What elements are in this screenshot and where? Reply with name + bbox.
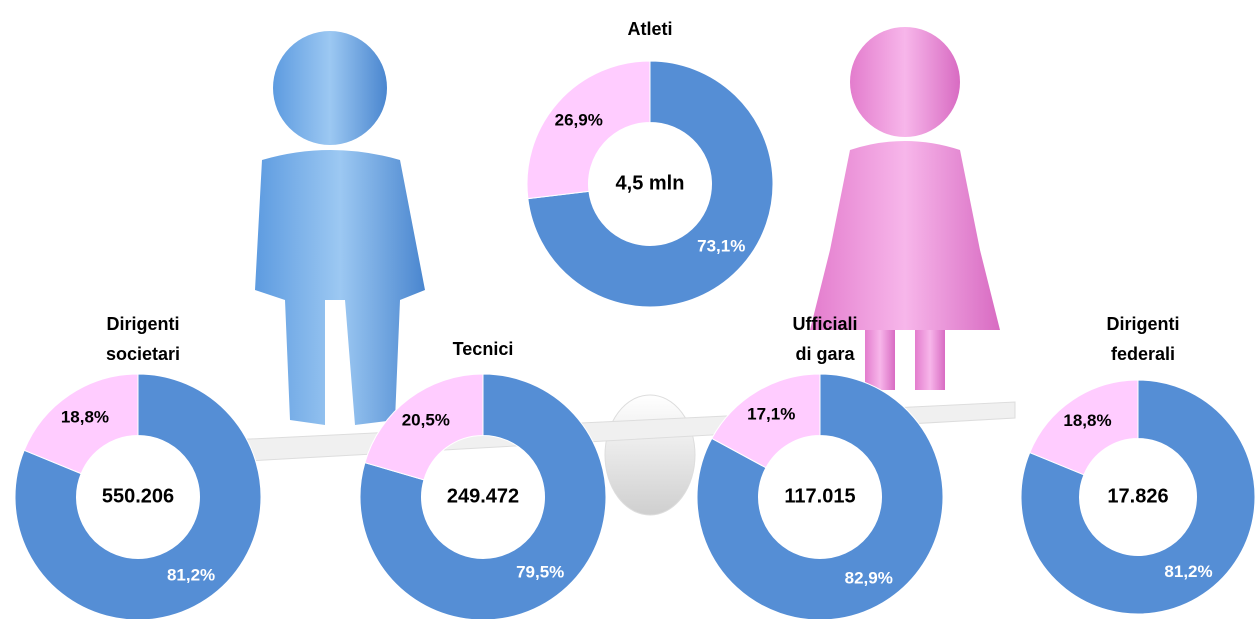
center-label: 117.015: [784, 485, 855, 507]
donut-slice: [696, 373, 944, 619]
donut-slice: [14, 373, 262, 619]
slice-label: 81,2%: [167, 566, 215, 585]
chart-title: federali: [1111, 344, 1175, 364]
donut-slice: [711, 373, 821, 469]
chart-title: Ufficiali: [792, 314, 857, 334]
slice-label: 17,1%: [747, 405, 795, 424]
slice-label: 20,5%: [402, 410, 450, 429]
center-label: 17.826: [1107, 485, 1168, 507]
slice-label: 18,8%: [1063, 411, 1111, 430]
donut-chart: 81,2% 18,8% 550.206 Dirigenti societari: [14, 314, 262, 619]
donut-chart: 79,5% 20,5% 249.472 Tecnici: [359, 339, 607, 619]
chart-title: di gara: [795, 344, 855, 364]
chart-title: Atleti: [628, 19, 673, 39]
donut-chart: 73,1% 26,9% 4,5 mln Atleti: [526, 19, 774, 308]
slice-label: 26,9%: [555, 110, 603, 129]
slice-label: 82,9%: [845, 568, 893, 587]
donut-slice: [526, 60, 651, 200]
center-label: 249.472: [447, 485, 519, 507]
donut-slice: [1029, 379, 1139, 476]
donut-slice: [364, 373, 484, 481]
center-label: 4,5 mln: [616, 172, 685, 194]
donut-chart: 81,2% 18,8% 17.826 Dirigenti federali: [1020, 314, 1255, 615]
chart-title: Dirigenti: [1106, 314, 1179, 334]
donut-slice: [23, 373, 139, 475]
donut-slice: [527, 60, 774, 308]
donut-slice: [1020, 379, 1255, 615]
slice-label: 79,5%: [516, 563, 564, 582]
chart-title: Dirigenti: [106, 314, 179, 334]
donut-chart: 82,9% 17,1% 117.015 Ufficiali di gara: [696, 314, 944, 619]
slice-label: 18,8%: [61, 407, 109, 426]
donut-slice: [359, 373, 607, 619]
slice-label: 81,2%: [1164, 562, 1212, 581]
chart-title: Tecnici: [453, 339, 514, 359]
slice-label: 73,1%: [697, 237, 745, 256]
chart-title: societari: [106, 344, 180, 364]
center-label: 550.206: [102, 485, 174, 507]
